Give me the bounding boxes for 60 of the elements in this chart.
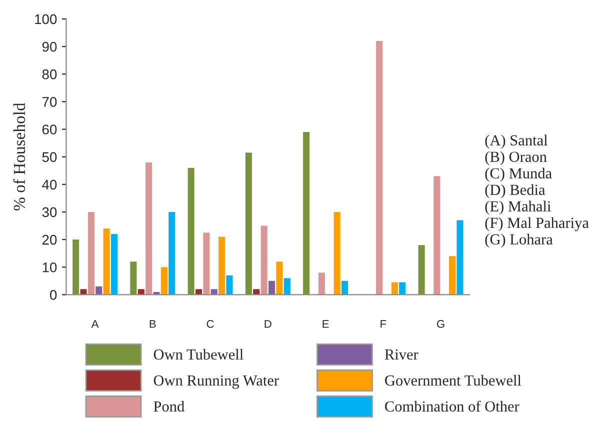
bar — [146, 162, 152, 295]
legend-label: Combination of Other — [385, 400, 520, 412]
legend-label: Government Tubewell — [385, 374, 522, 386]
y-tick-label: 80 — [42, 69, 57, 80]
bar — [253, 289, 260, 295]
y-tick-label: 20 — [42, 234, 57, 245]
y-tick-label: 40 — [42, 180, 57, 190]
bar — [160, 267, 168, 295]
bar — [260, 226, 268, 295]
bar — [168, 212, 176, 295]
bar — [110, 234, 118, 295]
bar — [318, 272, 325, 295]
bar — [284, 278, 290, 295]
y-tick-label: 50 — [42, 152, 57, 162]
bar — [276, 262, 283, 295]
bar — [218, 236, 226, 295]
text: (A) Santal (B) Oraon (C) Munda (D) Bedia (E) Mahali (F) Mal Pahariya (G) Lohara — [485, 134, 589, 248]
x-tick-label: G — [436, 320, 444, 328]
y-tick-label: 10 — [42, 262, 57, 272]
legend-label: Pond — [154, 400, 184, 412]
y-tick-label: 90 — [42, 42, 57, 52]
y-tick-label: 70 — [42, 97, 57, 107]
bar — [210, 289, 218, 295]
x-tick-label: E — [322, 320, 329, 328]
bar — [418, 245, 425, 295]
bar — [80, 289, 87, 295]
bar — [268, 280, 275, 295]
bar — [449, 256, 456, 295]
bar — [334, 212, 340, 295]
y-tick-label: 0 — [50, 290, 57, 300]
legend-label: Own Running Water — [154, 375, 279, 389]
bar — [341, 280, 348, 295]
bar — [376, 41, 383, 295]
y-tick-label: 100 — [35, 14, 57, 24]
y-axis-title: % of Household — [13, 102, 26, 210]
x-tick-label: C — [206, 320, 214, 328]
bar — [226, 275, 233, 295]
legend-label: Own Tubewell — [154, 348, 244, 360]
bar — [130, 262, 137, 295]
y-tick-label: 30 — [42, 207, 57, 218]
bar — [103, 228, 110, 295]
bar — [188, 168, 194, 295]
bar — [245, 152, 252, 295]
y-tick-label: 60 — [42, 124, 57, 134]
x-tick-label: F — [380, 320, 386, 328]
bar — [303, 132, 310, 295]
bar — [391, 282, 398, 295]
x-tick-label: D — [264, 320, 272, 328]
x-tick-label: A — [91, 320, 99, 328]
bar — [72, 240, 80, 295]
bar — [88, 212, 94, 295]
legend-label: River — [384, 349, 418, 360]
bar — [203, 232, 210, 295]
x-tick-label: B — [150, 320, 156, 328]
bar — [138, 289, 144, 295]
bar — [96, 286, 102, 295]
bar — [434, 176, 440, 295]
bar — [456, 220, 464, 295]
bar — [195, 289, 202, 295]
bar — [399, 282, 406, 295]
